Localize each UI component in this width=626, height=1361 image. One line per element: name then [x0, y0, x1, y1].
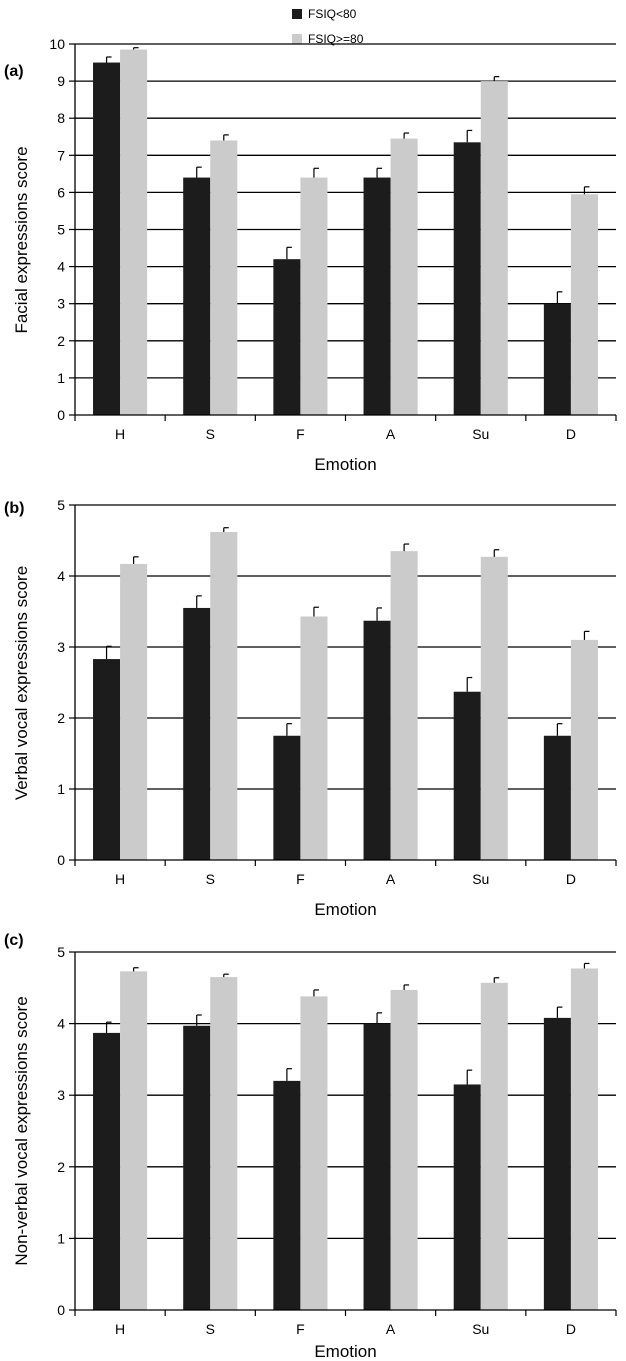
y-tick-label: 0: [57, 407, 65, 423]
x-tick-label: F: [296, 1321, 305, 1337]
bar: [363, 1023, 391, 1310]
bar: [390, 138, 418, 416]
bar: [183, 1025, 211, 1310]
bar: [570, 194, 598, 415]
x-tick-label: H: [115, 426, 125, 442]
x-tick-label: H: [115, 1321, 125, 1337]
bar: [390, 989, 418, 1310]
legend-swatch-series2: [292, 34, 302, 44]
x-tick-label: D: [566, 871, 576, 887]
y-tick-label: 10: [49, 36, 65, 52]
x-axis-label: Emotion: [314, 900, 376, 919]
chart-panel: 0 1 2 3 4 5 6 7 8 9 10 H S F A Su D Emotion Facial express…: [4, 36, 617, 474]
x-tick-label: D: [566, 426, 576, 442]
legend: FSIQ<80 FSIQ>=80: [292, 7, 364, 46]
bar: [363, 620, 391, 860]
x-tick-label: S: [206, 426, 215, 442]
y-tick-label: 1: [57, 1230, 65, 1246]
y-tick-label: 9: [57, 73, 65, 89]
x-tick-label: Su: [472, 871, 489, 887]
y-tick-label: 2: [57, 1159, 65, 1175]
bar: [570, 968, 598, 1310]
panel-label: (b): [4, 500, 24, 517]
y-tick-label: 3: [57, 1087, 65, 1103]
y-tick-label: 4: [57, 1016, 65, 1032]
y-axis-label: Verbal vocal expressions score: [12, 566, 31, 800]
y-tick-label: 1: [57, 781, 65, 797]
x-tick-label: F: [296, 871, 305, 887]
bar: [210, 531, 238, 860]
bar: [273, 1080, 301, 1310]
y-tick-label: 3: [57, 296, 65, 312]
x-tick-label: A: [386, 871, 396, 887]
bar: [183, 177, 211, 415]
x-tick-label: D: [566, 1321, 576, 1337]
bar: [120, 971, 148, 1310]
bar: [183, 607, 211, 860]
bar: [300, 996, 328, 1310]
bar: [480, 982, 508, 1310]
x-tick-label: Su: [472, 1321, 489, 1337]
bar: [273, 259, 301, 415]
bar: [120, 49, 148, 415]
y-tick-label: 0: [57, 1302, 65, 1318]
x-axis-label: Emotion: [314, 1342, 376, 1361]
panel-label: (c): [4, 932, 24, 949]
bar: [273, 735, 301, 860]
x-tick-label: A: [386, 426, 396, 442]
bar: [480, 81, 508, 415]
y-tick-label: 0: [57, 852, 65, 868]
chart-panel: 0 1 2 3 4 5 H S F A Su D Emotion Non-verbal vocal exp…: [4, 932, 617, 1361]
bar: [120, 563, 148, 860]
y-tick-label: 3: [57, 639, 65, 655]
x-tick-label: S: [206, 1321, 215, 1337]
bar: [543, 303, 571, 415]
chart-panel: 0 1 2 3 4 5 H S F A Su D Emotion Verbal vocal express…: [4, 497, 617, 919]
bar: [300, 616, 328, 860]
y-axis-label: Non-verbal vocal expressions score: [12, 996, 31, 1265]
bar: [480, 556, 508, 860]
x-tick-label: S: [206, 871, 215, 887]
y-tick-label: 4: [57, 259, 65, 275]
x-tick-label: H: [115, 871, 125, 887]
bar: [453, 691, 481, 860]
y-tick-label: 2: [57, 710, 65, 726]
bar: [363, 177, 391, 415]
x-tick-label: A: [386, 1321, 396, 1337]
y-tick-label: 5: [57, 944, 65, 960]
bar: [570, 639, 598, 860]
legend-swatch-series1: [292, 9, 302, 19]
y-axis-label: Facial expressions score: [12, 146, 31, 333]
panel-label: (a): [4, 63, 24, 80]
y-tick-label: 5: [57, 497, 65, 513]
legend-label-series2: FSIQ>=80: [308, 32, 364, 46]
bar: [210, 977, 238, 1310]
x-tick-label: F: [296, 426, 305, 442]
bar: [210, 140, 238, 415]
x-tick-label: Su: [472, 426, 489, 442]
y-tick-label: 1: [57, 370, 65, 386]
bar: [543, 1017, 571, 1310]
bar: [390, 551, 418, 860]
x-axis-label: Emotion: [314, 455, 376, 474]
bar: [93, 62, 121, 416]
bar: [543, 735, 571, 860]
y-tick-label: 8: [57, 110, 65, 126]
bar: [93, 1032, 121, 1310]
y-tick-label: 2: [57, 333, 65, 349]
y-tick-label: 6: [57, 184, 65, 200]
legend-label-series1: FSIQ<80: [308, 7, 357, 21]
bar: [300, 177, 328, 415]
bar: [453, 1084, 481, 1310]
bar: [93, 659, 121, 860]
y-tick-label: 7: [57, 147, 65, 163]
bar: [453, 142, 481, 415]
y-tick-label: 5: [57, 222, 65, 238]
y-tick-label: 4: [57, 568, 65, 584]
